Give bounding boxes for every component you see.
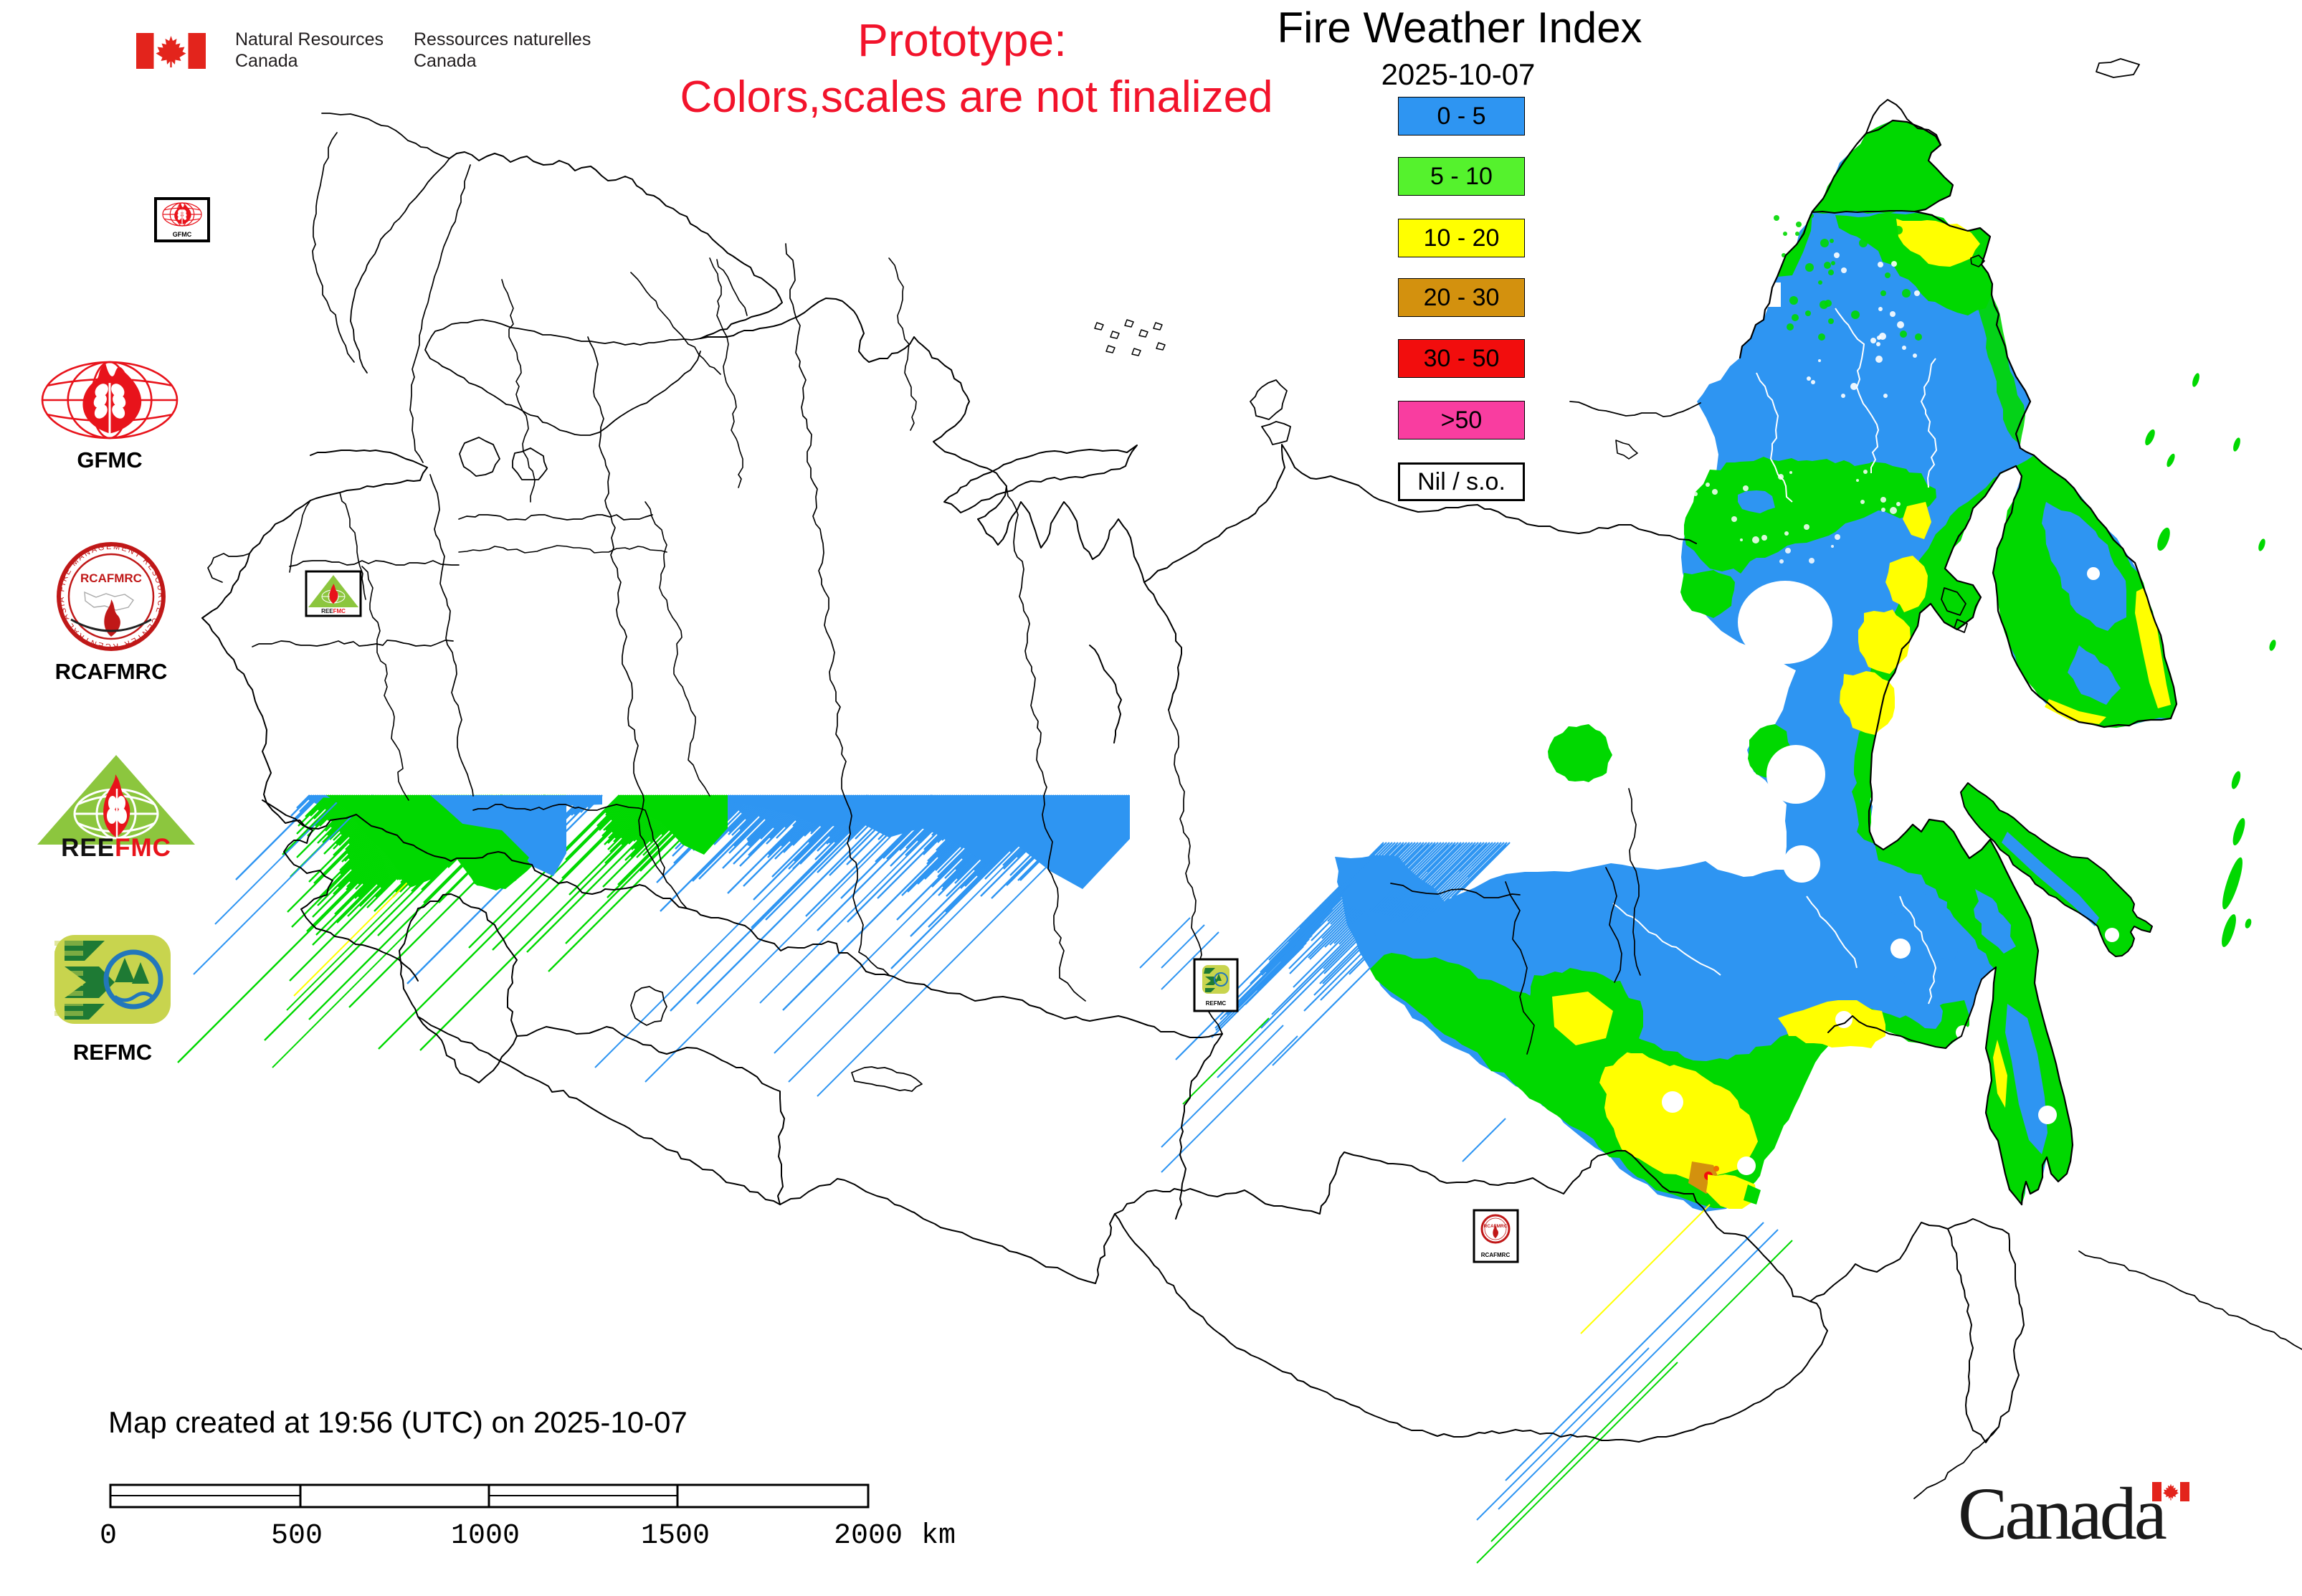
svg-text:0: 0 [100, 1520, 117, 1552]
svg-text:RCAFMRC: RCAFMRC [1481, 1252, 1511, 1258]
svg-text:REEFMC: REEFMC [61, 834, 171, 862]
svg-text:500: 500 [271, 1520, 323, 1552]
svg-text:CENTRAL ASIA FIRE MANAGEMENT R: CENTRAL ASIA FIRE MANAGEMENT RESOURCE CE… [0, 0, 165, 650]
svg-text:km: km [921, 1520, 956, 1552]
svg-text:2000: 2000 [834, 1520, 903, 1552]
svg-text:1000: 1000 [451, 1520, 520, 1552]
svg-text:RCAFMRC: RCAFMRC [80, 571, 142, 585]
svg-text:GFMC: GFMC [77, 447, 142, 472]
svg-text:1500: 1500 [641, 1520, 710, 1552]
svg-text:GFMC: GFMC [173, 231, 192, 238]
svg-text:REFMC: REFMC [1206, 1000, 1227, 1007]
svg-text:RCAFMRC: RCAFMRC [55, 659, 168, 684]
svg-text:REFMC: REFMC [73, 1040, 152, 1065]
svg-text:REEFMC: REEFMC [321, 608, 346, 614]
